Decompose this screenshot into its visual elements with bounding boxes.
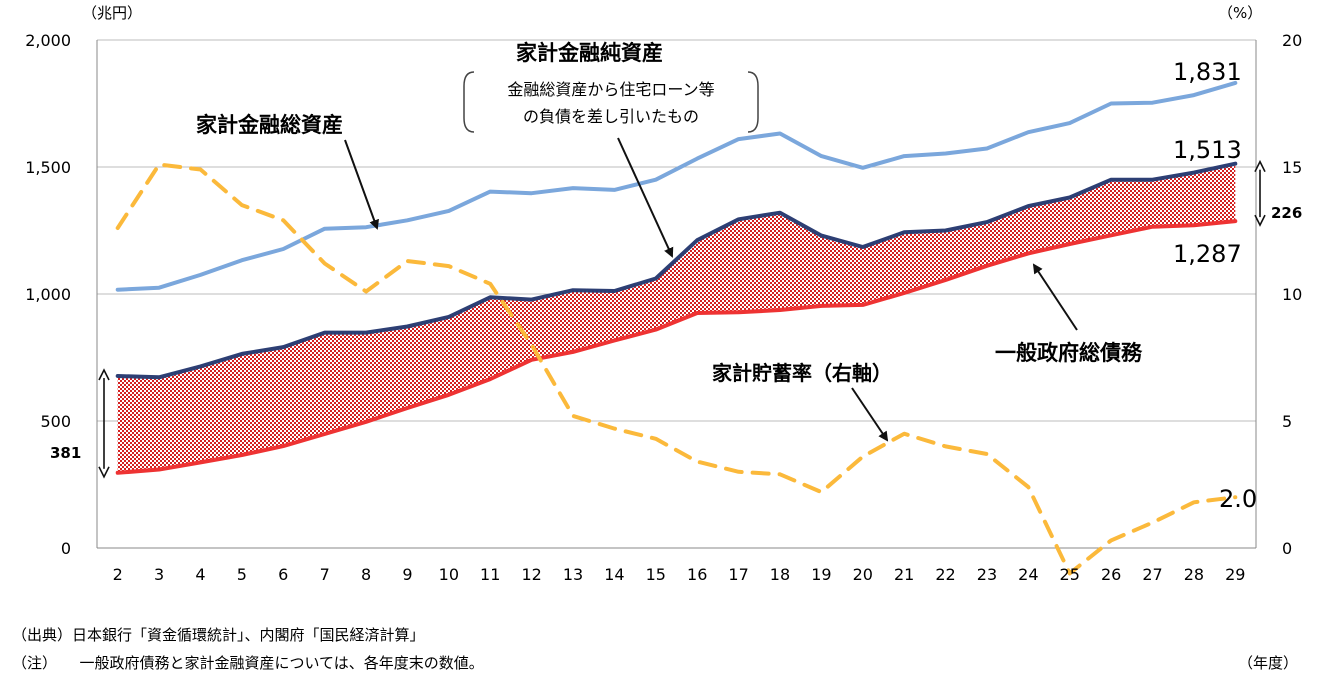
left-axis-unit: （兆円） bbox=[82, 4, 142, 22]
y-left-tick-label: 1,000 bbox=[25, 285, 71, 304]
x-tick-label: 24 bbox=[1018, 565, 1038, 584]
arrow-debt bbox=[1032, 263, 1078, 331]
gap-fill bbox=[117, 163, 1236, 473]
x-tick-label: 9 bbox=[402, 565, 412, 584]
source-note: （出典）日本銀行「資金循環統計」、内閣府「国民経済計算」 bbox=[12, 626, 425, 644]
y-left-tick-label: 1,500 bbox=[25, 158, 71, 177]
y-right-tick-label: 20 bbox=[1282, 31, 1302, 50]
x-tick-label: 17 bbox=[728, 565, 748, 584]
footnote: （注） 一般政府債務と家計金融資産については、各年度末の数値。 bbox=[12, 654, 484, 672]
series-line-2 bbox=[115, 219, 1238, 475]
gap-arrow-start bbox=[98, 368, 110, 479]
axes bbox=[96, 40, 1257, 549]
x-tick-label: 27 bbox=[1142, 565, 1162, 584]
x-tick-label: 11 bbox=[480, 565, 500, 584]
y-left-tick-label: 500 bbox=[40, 412, 71, 431]
note-bracket-right bbox=[747, 71, 759, 133]
y-left-tick-label: 2,000 bbox=[25, 31, 71, 50]
y-right-tick-label: 5 bbox=[1282, 412, 1292, 431]
gap-value-end: 226 bbox=[1271, 204, 1302, 222]
x-axis-unit: （年度） bbox=[1237, 654, 1298, 672]
gap-arrow-head-down bbox=[1254, 214, 1266, 227]
x-tick-label: 19 bbox=[811, 565, 831, 584]
x-tick-label: 7 bbox=[320, 565, 330, 584]
end-value-net-assets: 1,513 bbox=[1173, 136, 1242, 164]
x-tick-label: 21 bbox=[894, 565, 914, 584]
x-tick-label: 15 bbox=[646, 565, 666, 584]
y-left-tick-label: 0 bbox=[61, 539, 71, 558]
x-tick-label: 3 bbox=[154, 565, 164, 584]
gap-arrow-head-up bbox=[98, 368, 110, 381]
right-axis-unit: （%） bbox=[1218, 4, 1262, 22]
end-value-debt: 1,287 bbox=[1173, 240, 1242, 268]
x-tick-label: 28 bbox=[1184, 565, 1204, 584]
x-tick-label: 22 bbox=[935, 565, 955, 584]
gap-arrow-end bbox=[1254, 159, 1266, 227]
end-value-saving: 2.0 bbox=[1219, 485, 1257, 513]
x-tick-label: 8 bbox=[361, 565, 371, 584]
x-tick-label: 29 bbox=[1225, 565, 1245, 584]
x-tick-label: 23 bbox=[977, 565, 997, 584]
x-tick-label: 2 bbox=[113, 565, 123, 584]
gap-arrow-head-up bbox=[1254, 159, 1266, 173]
x-tick-label: 26 bbox=[1101, 565, 1121, 584]
net-assets-debt-gap-area bbox=[117, 163, 1236, 473]
end-value-total-assets: 1,831 bbox=[1173, 58, 1242, 86]
series-line-1 bbox=[115, 161, 1238, 380]
series-line-3 bbox=[115, 162, 1238, 576]
gap-arrow-head-down bbox=[98, 466, 110, 479]
x-tick-label: 6 bbox=[278, 565, 288, 584]
net-assets-note-line1: 金融総資産から住宅ローン等 bbox=[507, 80, 714, 99]
x-tick-label: 5 bbox=[237, 565, 247, 584]
note-bracket-left bbox=[463, 71, 475, 133]
arrow-saving bbox=[851, 387, 889, 442]
series-line-0 bbox=[115, 80, 1238, 292]
y-right-tick-label: 10 bbox=[1282, 285, 1302, 304]
label-net-assets: 家計金融純資産 bbox=[516, 41, 663, 65]
x-tick-label: 20 bbox=[853, 565, 873, 584]
x-tick-label: 13 bbox=[563, 565, 583, 584]
x-tick-label: 12 bbox=[521, 565, 541, 584]
x-tick-label: 4 bbox=[195, 565, 205, 584]
net-assets-note-line2: の負債を差し引いたもの bbox=[523, 107, 699, 126]
label-debt: 一般政府総債務 bbox=[995, 341, 1143, 365]
y-right-tick-label: 0 bbox=[1282, 539, 1292, 558]
x-tick-label: 14 bbox=[604, 565, 624, 584]
series-lines bbox=[115, 80, 1238, 576]
label-total-assets: 家計金融総資産 bbox=[196, 113, 343, 137]
gap-value-start: 381 bbox=[50, 444, 81, 462]
label-saving: 家計貯蓄率（右軸） bbox=[712, 361, 892, 385]
x-tick-label: 25 bbox=[1060, 565, 1080, 584]
arrow-net-assets bbox=[617, 137, 674, 258]
arrow-total-assets bbox=[344, 139, 379, 230]
x-tick-label: 10 bbox=[439, 565, 459, 584]
x-tick-label: 18 bbox=[770, 565, 790, 584]
x-tick-label: 16 bbox=[687, 565, 707, 584]
y-right-tick-label: 15 bbox=[1282, 158, 1302, 177]
